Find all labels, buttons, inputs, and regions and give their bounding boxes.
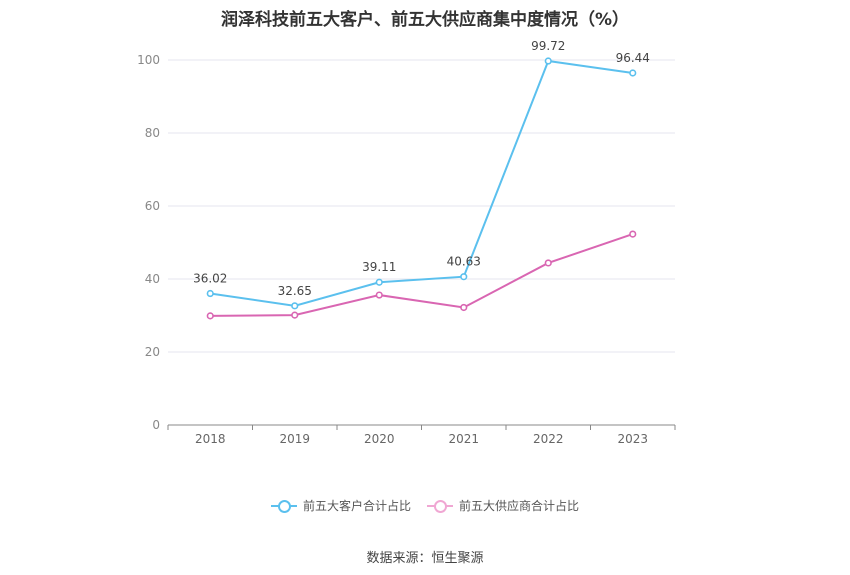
- legend-swatch-suppliers-icon: [427, 499, 453, 513]
- data-label: 40.63: [447, 255, 481, 269]
- x-tick-label: 2021: [448, 432, 479, 446]
- data-point: [291, 311, 299, 319]
- data-point: [544, 259, 552, 267]
- data-labels: 36.02 32.65 39.11 40.63 99.72 96.44: [193, 39, 650, 298]
- legend-swatch-customers-icon: [270, 499, 297, 513]
- series-line-1: [210, 233, 634, 317]
- data-label: 36.02: [193, 272, 227, 286]
- y-tick-label: 60: [145, 199, 160, 213]
- chart-title: 润泽科技前五大客户、前五大供应商集中度情况（%）: [220, 10, 630, 30]
- y-tick-label: 80: [145, 126, 160, 140]
- legend-item-customers[interactable]: 前五大客户合计占比: [270, 497, 411, 514]
- y-tick-label: 0: [152, 418, 160, 432]
- data-point: [206, 289, 214, 298]
- data-point: [291, 302, 299, 310]
- x-tick-label: 2018: [195, 432, 226, 446]
- data-point: [206, 312, 214, 320]
- data-label: 96.44: [616, 51, 650, 65]
- series-lines: [206, 57, 637, 320]
- axes: 0 20 40 60 80 100 2018 2019 2020 2021 2022 2023: [137, 53, 676, 446]
- y-tick-label: 100: [137, 53, 160, 67]
- x-tick-label: 2020: [364, 432, 395, 446]
- y-tick-label: 20: [145, 345, 160, 359]
- data-point: [460, 303, 468, 312]
- x-tick-label: 2019: [279, 432, 310, 446]
- data-point: [375, 291, 383, 299]
- legend-label-customers: 前五大客户合计占比: [302, 499, 411, 513]
- data-source: 数据来源：恒生聚源: [366, 551, 484, 566]
- series-line-0: [210, 59, 633, 307]
- data-point: [629, 69, 637, 77]
- x-tick-label: 2023: [617, 432, 648, 446]
- legend: 前五大客户合计占比 前五大供应商合计占比: [0, 497, 850, 514]
- data-point: [544, 57, 552, 65]
- data-label: 99.72: [531, 39, 565, 53]
- legend-label-suppliers: 前五大供应商合计占比: [459, 499, 580, 513]
- legend-item-suppliers[interactable]: 前五大供应商合计占比: [427, 497, 579, 514]
- grid-lines: [168, 59, 675, 353]
- data-point: [629, 230, 637, 238]
- data-point: [460, 273, 468, 281]
- data-label: 39.11: [362, 260, 396, 274]
- data-label: 32.65: [278, 284, 312, 298]
- x-tick-label: 2022: [533, 432, 564, 446]
- y-tick-label: 40: [145, 272, 160, 286]
- data-point: [375, 278, 383, 286]
